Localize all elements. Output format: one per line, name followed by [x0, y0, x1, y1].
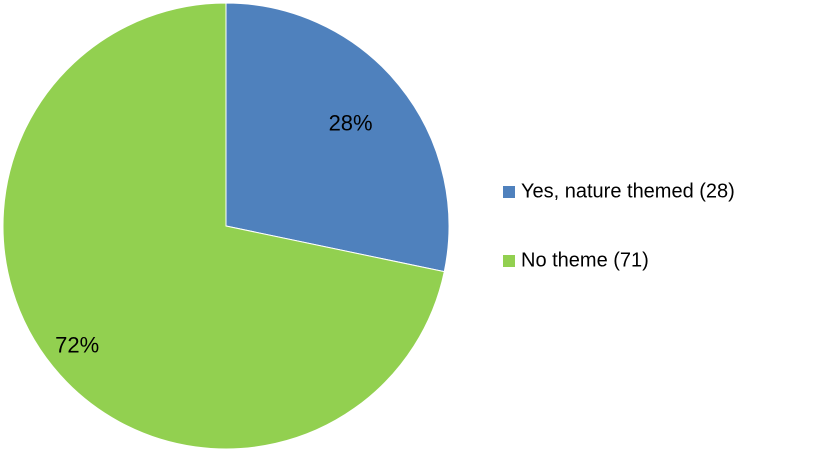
pie-slices — [2, 2, 450, 449]
legend-swatch-1 — [503, 186, 515, 198]
legend-swatch-2 — [503, 255, 515, 267]
data-label-1: 28% — [329, 111, 373, 136]
legend-label-1: Yes, nature themed (28) — [521, 180, 735, 202]
data-label-2: 72% — [55, 333, 99, 358]
pie-slice-2 — [2, 2, 445, 449]
pie-data-labels: 28% 72% — [55, 111, 372, 358]
pie-slice-1 — [225, 2, 450, 273]
legend: Yes, nature themed (28) No theme (71) — [503, 180, 735, 271]
legend-label-2: No theme (71) — [521, 249, 649, 271]
